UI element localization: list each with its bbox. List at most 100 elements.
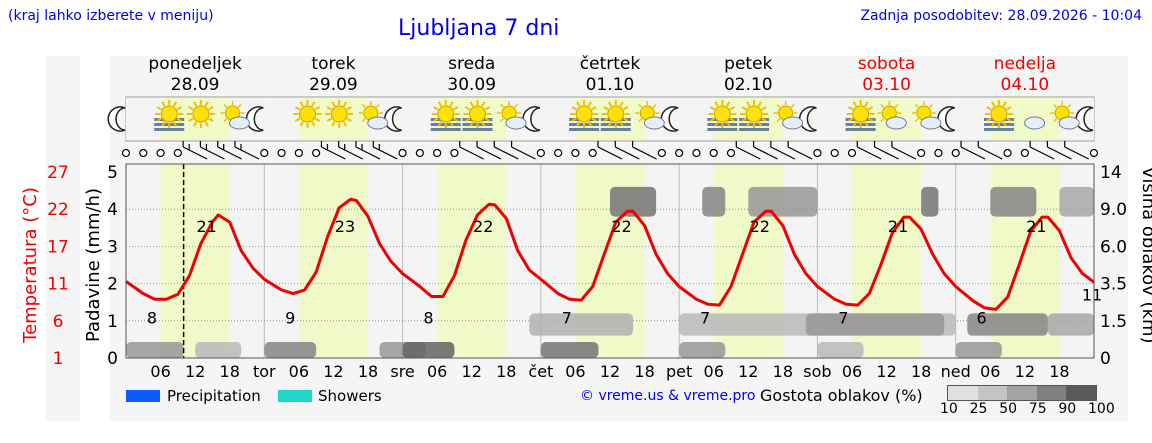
hour-tick: 06 — [289, 362, 309, 381]
wind-barb-icon — [1064, 141, 1089, 160]
density-tick: 100 — [1088, 401, 1115, 417]
cloud-patch — [955, 342, 1002, 358]
wind-barb-icon — [476, 141, 502, 160]
temp-tick: 6 — [53, 312, 64, 332]
day-date: 03.10 — [862, 75, 911, 95]
hour-tick: 18 — [496, 362, 516, 381]
moon-icon — [107, 106, 126, 132]
sun-icon — [293, 100, 322, 128]
cloud-tick: 1.5 — [1100, 312, 1127, 332]
calm-wind-icon — [173, 148, 182, 158]
cloud-patch — [1059, 186, 1094, 217]
temp-max-label: 21 — [888, 217, 908, 236]
cloud-patch — [990, 186, 1037, 217]
cloud-patch — [264, 342, 317, 358]
temp-min-label: 9 — [285, 309, 295, 328]
night-band — [368, 164, 403, 358]
density-tick: 10 — [940, 401, 958, 417]
cloud-tick: 3.5 — [1100, 275, 1127, 295]
wind-barb-icon — [631, 141, 657, 160]
hour-tick: 12 — [738, 362, 758, 381]
hour-tick: 12 — [323, 362, 343, 381]
calm-wind-icon — [312, 148, 321, 158]
density-tick: 75 — [1028, 401, 1047, 417]
hour-tick: 18 — [220, 362, 240, 381]
sun-icon — [708, 100, 737, 128]
calm-wind-icon — [830, 148, 839, 158]
cloud-density-scale — [947, 385, 1097, 401]
hour-tick: 06 — [150, 362, 170, 381]
day-date: 29.09 — [309, 75, 358, 95]
precip-tick: 2 — [107, 275, 118, 295]
calm-wind-icon — [139, 148, 148, 158]
calm-wind-icon — [934, 148, 943, 158]
day-name: petek — [724, 54, 772, 74]
calm-wind-icon — [675, 148, 684, 158]
cloud-patch — [679, 342, 726, 358]
temp-max-label: 21 — [1026, 217, 1046, 236]
temp-tick: 27 — [47, 163, 69, 183]
day-name: sreda — [448, 54, 495, 74]
night-band — [126, 164, 161, 358]
credit-link[interactable]: © vreme.us & vreme.pro — [580, 388, 756, 404]
wind-barb-icon — [199, 141, 225, 160]
cloud-patch — [540, 342, 599, 358]
plot-frame — [125, 163, 1095, 359]
day-name: nedelja — [994, 54, 1056, 74]
partly-cloudy-icon — [220, 101, 250, 130]
calm-wind-icon — [709, 148, 718, 158]
cloud-tick: 14 — [1100, 163, 1122, 183]
wind-barb-icon — [234, 141, 260, 160]
hour-tick: 12 — [876, 362, 896, 381]
calm-wind-icon — [692, 148, 701, 158]
day-date: 28.09 — [171, 75, 220, 95]
wind-barb-icon — [493, 141, 519, 160]
sun-icon — [431, 100, 460, 128]
temp-max-label: 22 — [611, 217, 631, 236]
wind-barb-icon — [960, 141, 986, 160]
temp-min-label: 8 — [423, 309, 433, 328]
wind-barb-icon — [597, 141, 623, 160]
day-abbr-tick: sob — [803, 362, 831, 381]
temp-min-label: 6 — [977, 309, 987, 328]
calm-wind-icon — [277, 148, 286, 158]
temp-tick: 11 — [47, 275, 69, 295]
cloud-patch — [402, 342, 455, 358]
calm-wind-icon — [450, 148, 459, 158]
moon-icon — [937, 106, 956, 132]
sun-icon — [463, 100, 492, 128]
wind-barb-icon — [338, 141, 363, 160]
day-name: ponedeljek — [148, 54, 242, 74]
partly-cloudy-icon — [497, 101, 527, 130]
density-tick: 50 — [999, 401, 1018, 417]
calm-wind-icon — [415, 148, 424, 158]
cloud-patch — [529, 313, 634, 336]
moon-icon — [660, 106, 679, 132]
calm-wind-icon — [433, 148, 442, 158]
sun-icon — [186, 100, 215, 128]
hour-tick: 12 — [600, 362, 620, 381]
hour-tick: 18 — [911, 362, 931, 381]
partly-cloudy-icon — [773, 101, 804, 130]
calm-wind-icon — [398, 148, 407, 158]
precipitation-swatch — [126, 390, 160, 402]
day-date: 04.10 — [1001, 75, 1050, 95]
cloud-icon — [1024, 116, 1046, 130]
wind-barb-icon — [320, 141, 346, 160]
calm-wind-icon — [847, 148, 857, 158]
wind-barb-icon — [787, 141, 813, 160]
weather-icon-row — [107, 96, 1095, 142]
cloud-patch — [967, 313, 1048, 336]
sun-icon — [984, 100, 1013, 128]
density-tick: 25 — [969, 401, 988, 417]
daylight-band — [298, 164, 368, 358]
calm-wind-icon — [657, 148, 666, 158]
moon-icon — [384, 106, 402, 132]
left-axis-panel — [46, 56, 80, 421]
hour-tick: 18 — [773, 362, 793, 381]
precip-tick: 5 — [107, 163, 118, 183]
hour-tick: 06 — [842, 362, 862, 381]
temp-max-label: 21 — [196, 217, 216, 236]
